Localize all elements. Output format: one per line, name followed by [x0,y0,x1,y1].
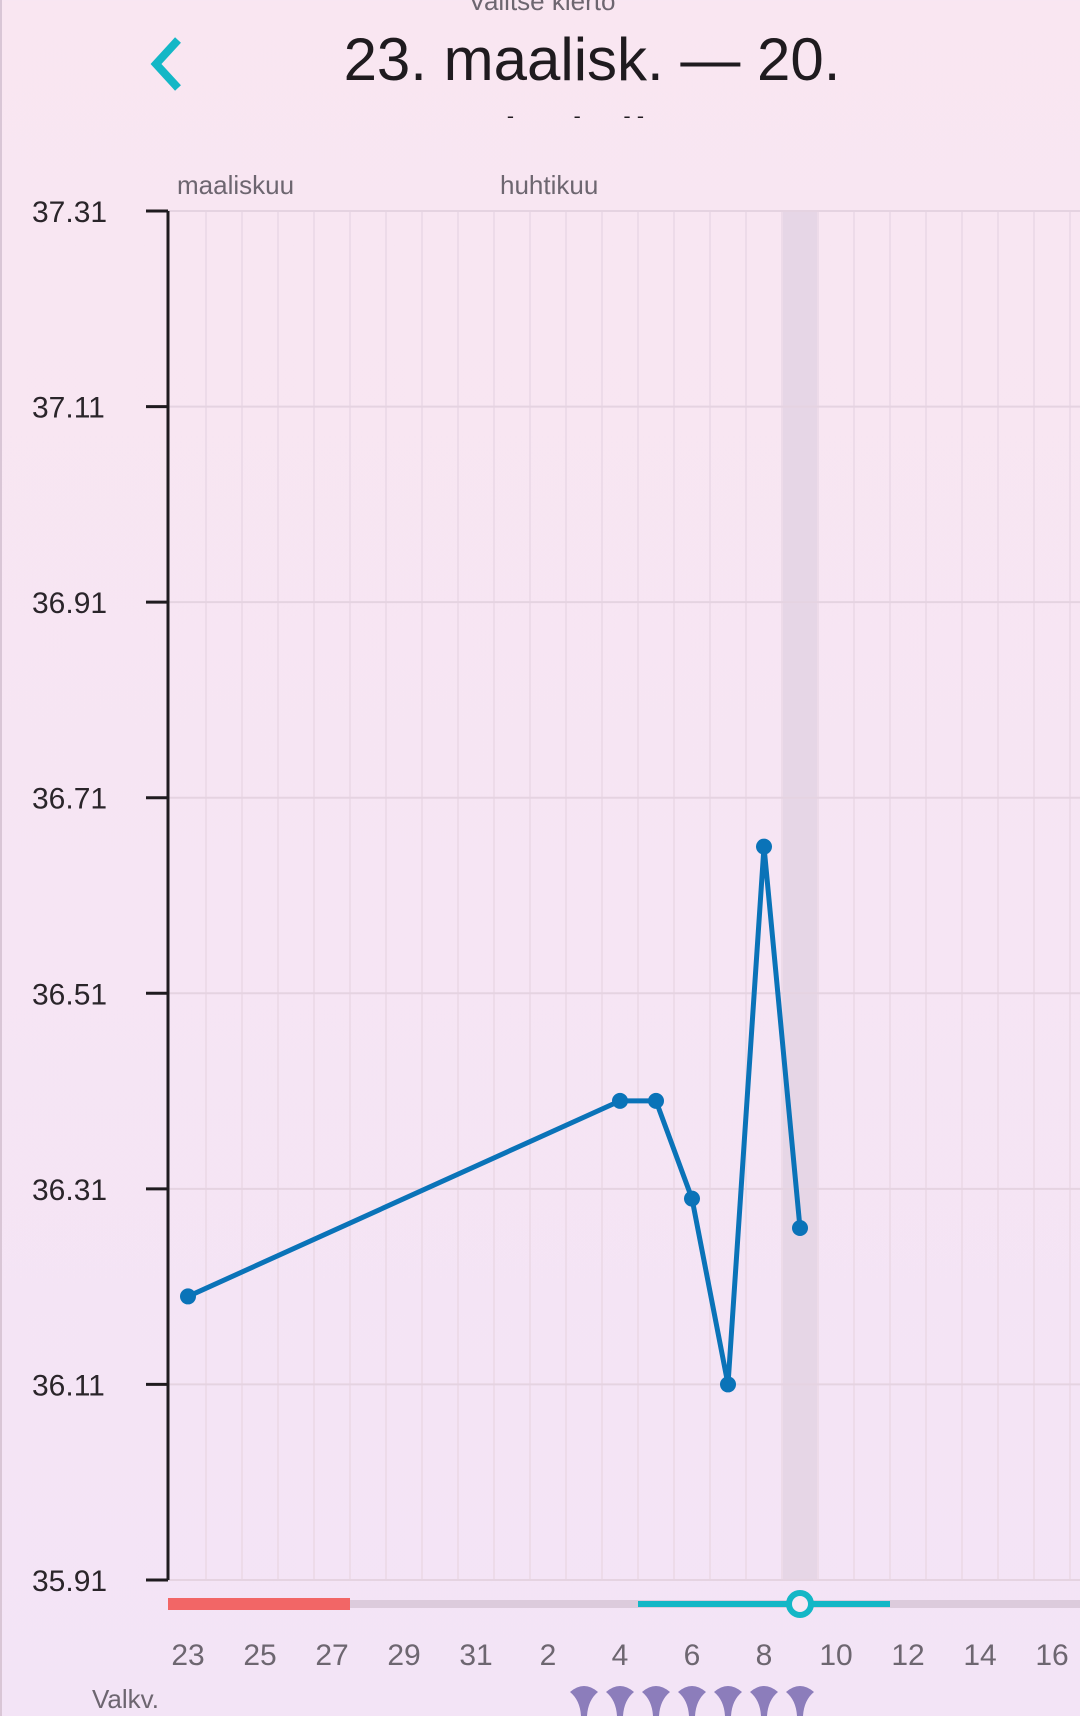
temperature-point[interactable] [792,1219,808,1236]
discharge-drop-icon[interactable] [570,1686,598,1716]
x-tick-label: 6 [684,1639,701,1672]
y-tick-label: 36.11 [32,1369,105,1402]
ovulation-marker[interactable] [786,1590,814,1618]
month-label-april: huhtikuu [500,170,599,200]
y-tick-label: 36.31 [32,1174,107,1207]
discharge-drop-icon[interactable] [786,1686,814,1716]
x-tick-label: 4 [612,1639,629,1672]
x-tick-label: 14 [963,1639,996,1672]
x-tick-label: 2 [540,1639,557,1672]
temperature-point[interactable] [612,1092,628,1109]
x-tick-label: 23 [171,1639,204,1672]
page-title: 23. maalisk. — 20. huhtik. [343,26,841,118]
y-tick-label: 35.91 [32,1565,107,1598]
y-tick-label: 36.51 [32,978,107,1011]
selected-day-column[interactable] [782,211,818,1580]
cycle-select-label[interactable]: Valitse kierto [468,0,616,16]
back-button[interactable] [148,36,188,92]
discharge-row-label: Valkv. [92,1684,159,1714]
y-tick-label: 37.31 [32,196,107,229]
y-tick-label: 36.71 [32,783,107,816]
temperature-point[interactable] [684,1190,700,1207]
x-tick-label: 29 [387,1639,420,1672]
discharge-drop-icon[interactable] [642,1686,670,1716]
x-tick-label: 25 [243,1639,276,1672]
month-label-march: maaliskuu [177,170,295,200]
discharge-drop-icon[interactable] [714,1686,742,1716]
x-tick-label: 10 [819,1639,852,1672]
chevron-left-icon [150,37,181,91]
temperature-point[interactable] [720,1376,736,1393]
discharge-drop-icon[interactable] [750,1686,778,1716]
temperature-point[interactable] [180,1288,196,1305]
discharge-drop-icon[interactable] [678,1686,706,1716]
x-tick-label: 12 [891,1639,924,1672]
y-tick-label: 37.11 [32,392,105,425]
x-tick-label: 27 [315,1639,348,1672]
x-tick-label: 16 [1035,1639,1068,1672]
y-tick-label: 36.91 [32,587,107,620]
period-bar [168,1598,350,1610]
temperature-point[interactable] [756,838,772,855]
temperature-point[interactable] [648,1092,664,1109]
discharge-drop-icon[interactable] [606,1686,634,1716]
x-tick-label: 8 [756,1639,773,1672]
x-tick-label: 31 [459,1639,492,1672]
